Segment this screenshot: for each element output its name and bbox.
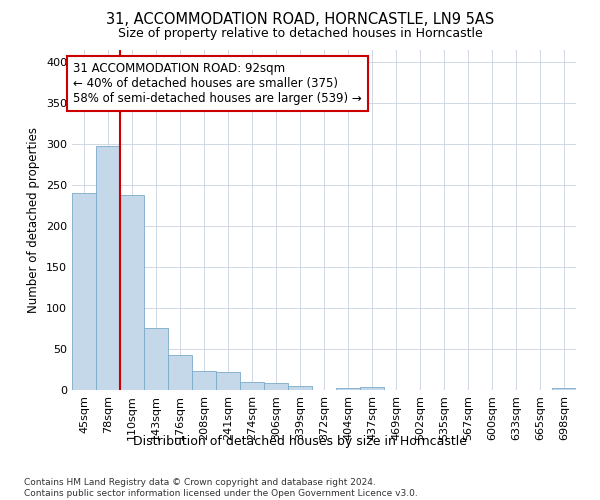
Bar [96,146,120,390]
Bar [264,384,288,390]
Bar [360,386,384,390]
Text: Contains HM Land Registry data © Crown copyright and database right 2024.
Contai: Contains HM Land Registry data © Crown c… [24,478,418,498]
Bar [240,382,264,390]
Text: Size of property relative to detached houses in Horncastle: Size of property relative to detached ho… [118,28,482,40]
Bar [216,372,240,390]
Bar [72,194,96,390]
Bar [120,195,144,390]
Bar [552,388,576,390]
Text: 31, ACCOMMODATION ROAD, HORNCASTLE, LN9 5AS: 31, ACCOMMODATION ROAD, HORNCASTLE, LN9 … [106,12,494,28]
Text: Distribution of detached houses by size in Horncastle: Distribution of detached houses by size … [133,435,467,448]
Bar [288,386,312,390]
Text: 31 ACCOMMODATION ROAD: 92sqm
← 40% of detached houses are smaller (375)
58% of s: 31 ACCOMMODATION ROAD: 92sqm ← 40% of de… [73,62,362,106]
Bar [144,328,168,390]
Bar [336,388,360,390]
Bar [192,371,216,390]
Bar [168,355,192,390]
Y-axis label: Number of detached properties: Number of detached properties [28,127,40,313]
